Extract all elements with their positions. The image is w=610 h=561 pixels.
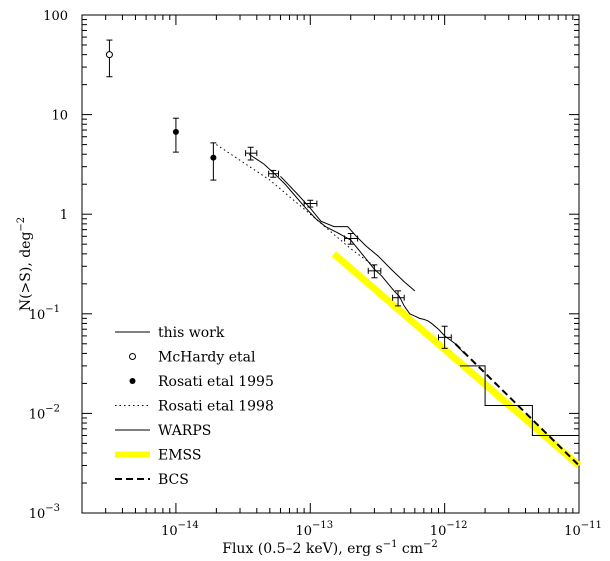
series-emss — [331, 251, 582, 469]
legend-item: EMSS — [115, 448, 202, 464]
y-tick-label: 10−2 — [29, 403, 60, 422]
series-layer — [216, 144, 582, 469]
data-point — [437, 325, 452, 349]
plot-frame — [81, 14, 580, 514]
x-tick-label: 10−14 — [161, 520, 199, 539]
legend: this work McHardy etal Rosati etal 1995 Ros… — [115, 325, 274, 488]
y-tick-label: 10−1 — [29, 304, 60, 323]
series-this-work — [374, 268, 465, 354]
legend-swatch-open-circle — [129, 353, 136, 360]
legend-item: Rosati etal 1998 — [115, 399, 274, 415]
legend-label: this work — [158, 325, 225, 341]
data-point — [210, 142, 217, 181]
legend-label: Rosati etal 1995 — [158, 374, 274, 390]
tick-labels: 10−14 10−13 10−12 10−11 100 10 1 10−1 10−2 10−3 — [29, 9, 602, 539]
data-point — [245, 146, 258, 161]
axis-ticks — [81, 14, 580, 514]
series-step — [459, 365, 579, 436]
legend-item: BCS — [115, 472, 189, 488]
legend-item: Rosati etal 1995 — [129, 374, 274, 390]
data-point — [268, 169, 279, 178]
legend-label: BCS — [158, 472, 189, 488]
series-warps — [280, 175, 416, 292]
legend-swatch-filled-circle — [129, 378, 136, 384]
open-circle-marker — [105, 51, 113, 59]
legend-label: Rosati etal 1998 — [158, 399, 274, 415]
legend-label: McHardy etal — [158, 350, 256, 366]
legend-item: this work — [115, 325, 225, 341]
filled-circle-marker — [210, 154, 217, 161]
x-tick-label: 10−12 — [430, 520, 468, 539]
points-layer — [105, 39, 452, 349]
data-point — [367, 264, 382, 279]
y-tick-label: 10−3 — [29, 503, 60, 522]
y-axis-label: N(>S), deg−2 — [16, 217, 34, 311]
data-point — [344, 233, 359, 245]
y-tick-label: 100 — [43, 9, 68, 24]
y-tick-label: 1 — [60, 208, 68, 223]
y-tick-label: 10 — [51, 109, 68, 124]
legend-item: McHardy etal — [129, 350, 256, 366]
x-axis-label: Flux (0.5–2 keV), erg s−1 cm−2 — [222, 539, 438, 557]
x-tick-label: 10−13 — [295, 520, 333, 539]
legend-label: EMSS — [158, 448, 202, 464]
data-point — [303, 199, 318, 208]
data-point — [392, 290, 405, 307]
filled-circle-marker — [172, 128, 179, 135]
legend-item: WARPS — [115, 423, 211, 439]
series-rosati-etal-1998 — [216, 144, 375, 267]
data-point — [172, 117, 179, 153]
data-point — [105, 39, 113, 78]
x-tick-label: 10−11 — [564, 520, 602, 539]
legend-label: WARPS — [158, 423, 211, 439]
series-bcs — [454, 343, 580, 467]
